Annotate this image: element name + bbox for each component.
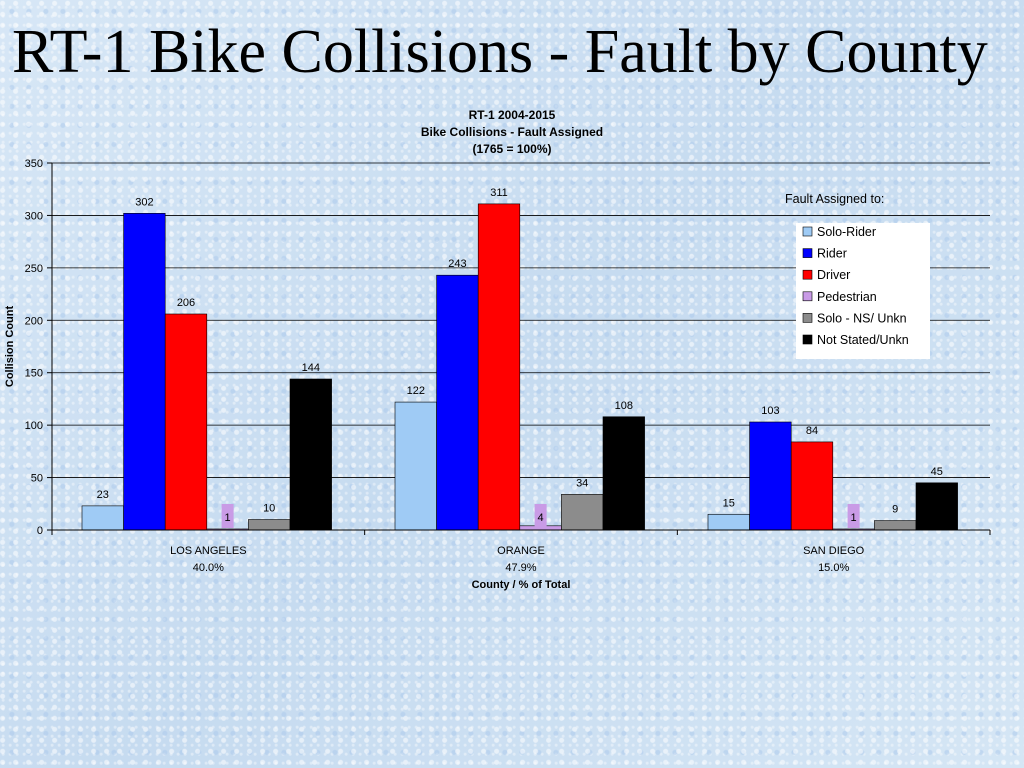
chart-title: RT-1 2004-2015 Bike Collisions - Fault As… bbox=[421, 108, 603, 156]
data-label: 15 bbox=[723, 497, 735, 509]
bars bbox=[81, 203, 958, 531]
data-label: 206 bbox=[177, 297, 195, 309]
legend-background bbox=[796, 223, 930, 359]
legend-label: Not Stated/Unkn bbox=[817, 333, 909, 347]
x-category-pct: 15.0% bbox=[818, 562, 849, 574]
data-label: 4 bbox=[538, 512, 544, 524]
data-label: 84 bbox=[806, 425, 818, 437]
bar bbox=[123, 213, 166, 531]
legend-label: Pedestrian bbox=[817, 290, 877, 304]
legend-swatch bbox=[802, 291, 813, 302]
chart-panel: 0 50 100 150 200 250 300 350 LOS ANGELES 40.0% ORA… bbox=[0, 100, 1024, 595]
bar bbox=[477, 203, 521, 531]
y-tick-label: 100 bbox=[25, 420, 43, 432]
data-label: 311 bbox=[490, 187, 508, 199]
y-tick-label: 0 bbox=[37, 525, 43, 537]
bar bbox=[790, 441, 834, 531]
y-tick-label: 250 bbox=[25, 263, 43, 275]
data-label: 302 bbox=[135, 196, 153, 208]
bar bbox=[749, 421, 792, 531]
bar-chart: 0 50 100 150 200 250 300 350 LOS ANGELES 40.0% ORA… bbox=[4, 108, 991, 591]
x-category-pct: 47.9% bbox=[505, 562, 536, 574]
bar bbox=[915, 482, 958, 531]
legend: Fault Assigned to: Solo-Rider Rider Driver P… bbox=[785, 192, 930, 359]
y-tick-label: 200 bbox=[25, 315, 43, 327]
y-tick-label: 300 bbox=[25, 210, 43, 222]
data-label-box bbox=[847, 504, 860, 528]
x-category-pct: 40.0% bbox=[193, 562, 224, 574]
data-label: 10 bbox=[263, 503, 275, 515]
legend-swatch bbox=[802, 226, 813, 237]
data-label-box bbox=[534, 504, 547, 528]
legend-label: Rider bbox=[817, 247, 847, 261]
data-label: 45 bbox=[931, 466, 943, 478]
bar bbox=[164, 313, 208, 531]
slide-title: RT-1 Bike Collisions - Fault by County bbox=[12, 18, 988, 86]
x-category-label: ORANGE bbox=[497, 545, 545, 557]
data-label: 103 bbox=[761, 405, 779, 417]
chart-title-line: RT-1 2004-2015 bbox=[469, 108, 556, 122]
y-axis-title: Collision Count bbox=[4, 306, 16, 388]
data-label: 108 bbox=[615, 400, 633, 412]
y-tick-label: 350 bbox=[25, 158, 43, 170]
bar bbox=[248, 519, 291, 531]
y-tick-label: 50 bbox=[31, 473, 43, 485]
axes: 0 50 100 150 200 250 300 350 LOS ANGELES 40.0% ORA… bbox=[4, 158, 991, 591]
y-tick-label: 150 bbox=[25, 368, 43, 380]
chart-title-line: (1765 = 100%) bbox=[472, 142, 551, 156]
data-label: 1 bbox=[851, 512, 857, 524]
data-label: 34 bbox=[576, 477, 588, 489]
data-label: 243 bbox=[448, 258, 466, 270]
data-label: 1 bbox=[225, 512, 231, 524]
x-axis-title: County / % of Total bbox=[472, 579, 571, 591]
bar bbox=[707, 513, 750, 531]
legend-title: Fault Assigned to: bbox=[785, 192, 884, 206]
legend-swatch bbox=[802, 313, 813, 323]
x-category-label: SAN DIEGO bbox=[803, 545, 865, 557]
chart-title-line: Bike Collisions - Fault Assigned bbox=[421, 125, 603, 139]
bar bbox=[436, 274, 479, 531]
data-label: 9 bbox=[892, 504, 898, 516]
bar bbox=[81, 505, 124, 531]
data-label: 23 bbox=[97, 489, 109, 501]
legend-label: Solo - NS/ Unkn bbox=[817, 311, 907, 325]
data-label: 122 bbox=[407, 385, 425, 397]
data-label-box bbox=[221, 504, 234, 528]
legend-swatch bbox=[802, 334, 813, 345]
bar bbox=[602, 416, 645, 531]
x-category-label: LOS ANGELES bbox=[170, 545, 246, 557]
legend-label: Driver bbox=[817, 268, 850, 282]
bar bbox=[394, 401, 437, 531]
bar bbox=[289, 378, 332, 531]
data-label: 144 bbox=[302, 362, 320, 374]
legend-label: Solo-Rider bbox=[817, 225, 876, 239]
legend-swatch bbox=[802, 269, 813, 280]
bar bbox=[561, 494, 604, 531]
legend-swatch bbox=[802, 248, 813, 258]
bar bbox=[874, 520, 917, 531]
gridlines bbox=[52, 162, 990, 478]
